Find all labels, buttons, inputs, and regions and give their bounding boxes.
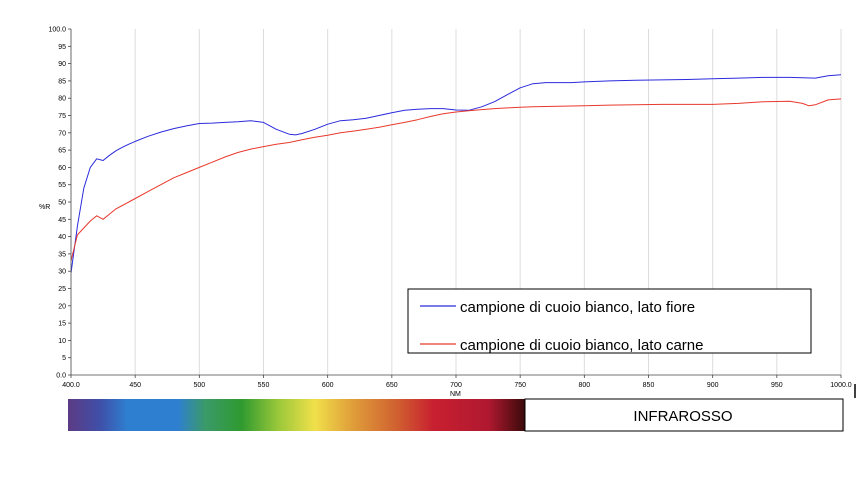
y-tick-label: 15 [58, 321, 66, 328]
x-tick-label: 400.0 [62, 382, 80, 389]
y-tick-label: 65 [58, 148, 66, 155]
x-tick-label: 750 [514, 382, 526, 389]
legend-label-lato-fiore: campione di cuoio bianco, lato fiore [460, 299, 695, 316]
y-tick-label: 25 [58, 286, 66, 293]
x-tick-label: 850 [643, 382, 655, 389]
series-line-1 [71, 98, 841, 261]
y-tick-label: 55 [58, 182, 66, 189]
y-tick-labels: 0.0 5 10 15 20 25 30 35 40 45 50 55 60 65 70 75 80 85 90 95… [48, 27, 71, 380]
y-tick-label: 70 [58, 130, 66, 137]
legend-label-lato-carne: campione di cuoio bianco, lato carne [460, 337, 704, 354]
x-tick-label: 700 [450, 382, 462, 389]
series-line-0 [71, 74, 841, 273]
y-axis-label: %R [39, 204, 50, 211]
y-tick-label: 45 [58, 217, 66, 224]
x-tick-label: 650 [386, 382, 398, 389]
x-tick-labels: 400.0 450 500 550 600 650 700 750 800 850 900 950 10… [62, 375, 852, 389]
y-tick-label: 85 [58, 78, 66, 85]
x-tick-label: 600 [322, 382, 334, 389]
y-tick-label: 5 [62, 355, 66, 362]
x-tick-label: 500 [193, 382, 205, 389]
visible-spectrum-bar [68, 399, 525, 431]
x-tick-label: 450 [129, 382, 141, 389]
x-tick-label: 950 [771, 382, 783, 389]
y-tick-label: 60 [58, 165, 66, 172]
y-tick-label: 80 [58, 96, 66, 103]
y-tick-label: 95 [58, 44, 66, 51]
y-tick-label: 0.0 [56, 373, 66, 380]
y-tick-label: 50 [58, 200, 66, 207]
x-tick-label: 550 [258, 382, 270, 389]
y-tick-label: 20 [58, 303, 66, 310]
legend-box [407, 288, 812, 354]
infrared-label: INFRAROSSO [633, 408, 732, 425]
y-tick-label: 10 [58, 338, 66, 345]
y-tick-label: 30 [58, 269, 66, 276]
y-tick-label: 90 [58, 61, 66, 68]
legend: campione di cuoio bianco, lato fiore cam… [407, 288, 812, 354]
infrared-box [524, 398, 844, 432]
series-layer [71, 74, 841, 273]
y-tick-label: 35 [58, 251, 66, 258]
x-tick-label: 900 [707, 382, 719, 389]
y-tick-label: 40 [58, 234, 66, 241]
x-tick-label: 800 [578, 382, 590, 389]
y-tick-label: 100.0 [48, 27, 66, 34]
x-axis-label: NM [450, 391, 461, 398]
x-tick-label: 1000.0 [830, 382, 852, 389]
y-tick-label: 75 [58, 113, 66, 120]
